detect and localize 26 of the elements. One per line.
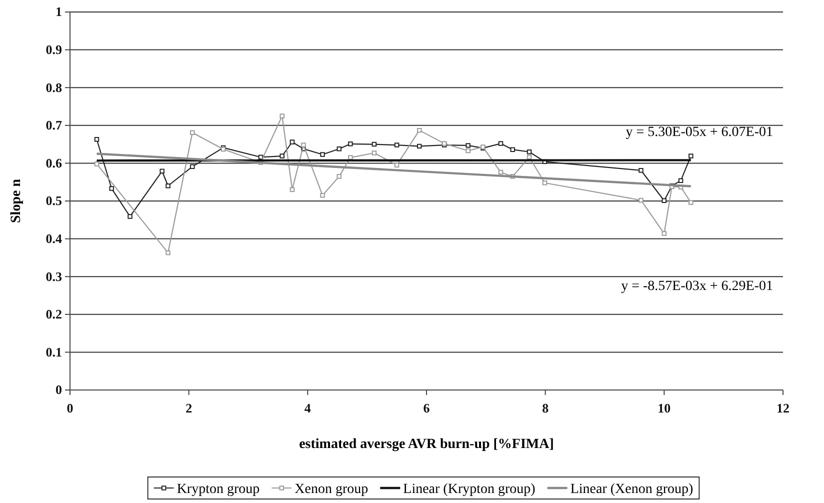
y-tick-label: 0.5	[46, 193, 62, 208]
y-tick-label: 0.1	[46, 344, 62, 360]
x-tick-label: 2	[186, 400, 192, 416]
y-tick-label: 0.3	[46, 268, 62, 284]
y-tick-label: 0.6	[46, 155, 62, 170]
y-tick-label: 0.9	[46, 42, 62, 57]
x-tick-label: 6	[423, 400, 430, 416]
x-tick-label: 10	[658, 400, 671, 416]
y-tick-label: 0.2	[46, 306, 62, 322]
x-tick-label: 0	[66, 400, 74, 416]
legend-label: Xenon group	[294, 482, 368, 497]
x-tick-label: 12	[776, 400, 790, 416]
annotation: y = 5.30E-05x + 6.07E-01	[626, 125, 773, 140]
legend-label: Krypton group	[176, 482, 260, 497]
annotation: y = -8.57E-03x + 6.29E-01	[621, 279, 773, 294]
y-tick-label: 0.4	[46, 230, 62, 246]
x-tick-label: 8	[542, 400, 550, 416]
y-tick-label: 1	[56, 4, 62, 20]
x-tick-label: 4	[304, 400, 312, 416]
legend-label: Linear (Krypton group)	[403, 482, 536, 497]
y-tick-label: 0.8	[46, 80, 62, 95]
y-axis-title: Slope n	[9, 178, 24, 223]
x-axis-title: estimated aversge AVR burn-up [%FIMA]	[299, 437, 554, 452]
y-tick-label: 0	[56, 382, 62, 398]
y-tick-label: 0.7	[46, 118, 62, 133]
legend-label: Linear (Xenon group)	[570, 482, 694, 497]
